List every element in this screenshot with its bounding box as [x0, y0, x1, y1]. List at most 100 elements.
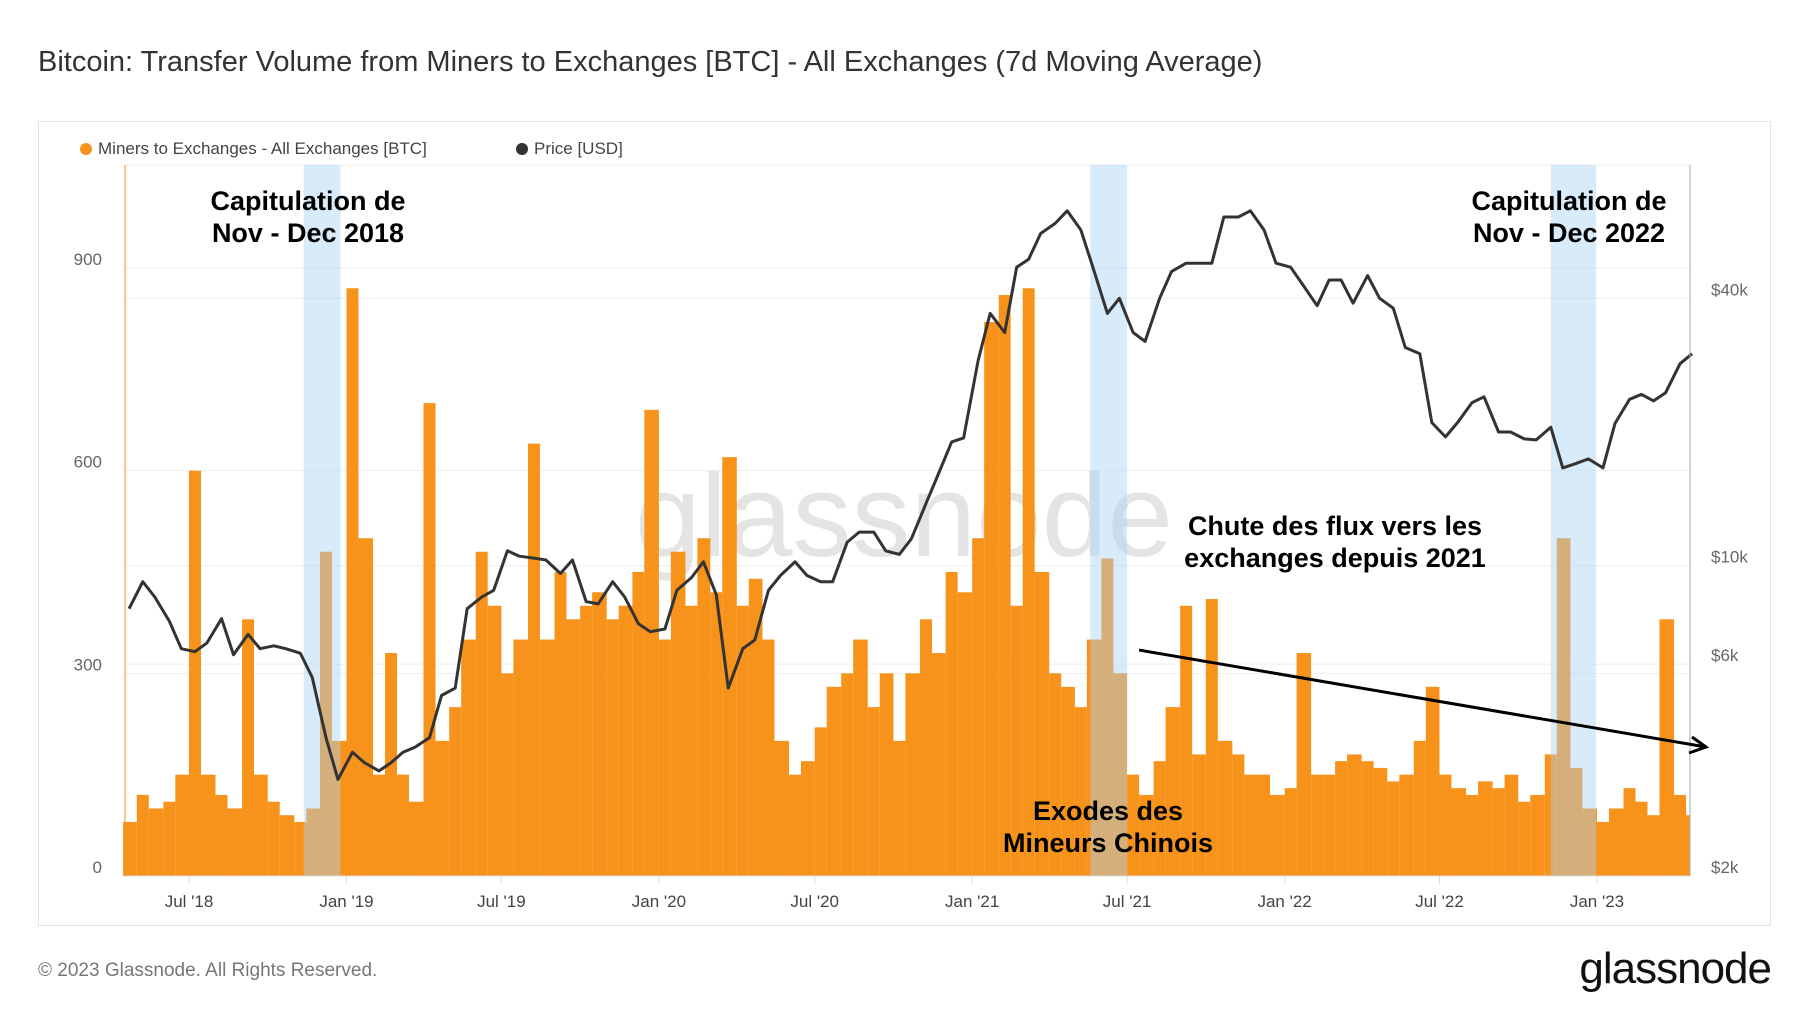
flow-bar [931, 653, 946, 876]
flow-bar [1086, 639, 1102, 876]
flow-bar [200, 774, 216, 876]
flow-bar [1244, 774, 1259, 876]
flow-bar [267, 801, 280, 876]
annotation-line: Nov - Dec 2022 [1472, 218, 1666, 248]
flow-bar [762, 639, 775, 876]
flow-bar [487, 605, 502, 876]
flow-bar [998, 295, 1011, 876]
flow-bar [685, 605, 698, 876]
flow-bar [1361, 761, 1374, 876]
flow-bar [789, 774, 801, 876]
y-left-tick-label: 300 [74, 655, 102, 674]
flow-bar [1582, 808, 1597, 876]
flow-bar [346, 288, 359, 876]
flow-bar [893, 740, 906, 876]
flow-bar [254, 774, 268, 876]
annotation-line: Exodes des [1032, 796, 1184, 826]
flow-bar [527, 443, 540, 876]
flow-bar [501, 673, 514, 876]
flow-bar [1034, 572, 1050, 876]
trend-arrow [1138, 648, 1707, 749]
flow-bar [1635, 801, 1648, 876]
flow-bar [513, 639, 528, 876]
flow-bar [1074, 707, 1087, 876]
flow-bar [984, 322, 999, 876]
legend-label-flow: Miners to Exchanges - All Exchanges [BTC… [98, 139, 427, 158]
flow-bar [1010, 605, 1023, 876]
flow-bar [566, 619, 581, 876]
flow-bar [148, 808, 164, 876]
flow-bar [592, 592, 607, 876]
legend-item-price[interactable]: Price [USD] [516, 139, 623, 159]
highlight-band [1550, 165, 1597, 876]
flow-bar [1049, 673, 1062, 876]
annotation-line: exchanges depuis 2021 [1184, 543, 1486, 573]
flow-bar [385, 653, 397, 876]
flow-bar [1647, 815, 1660, 876]
highlight-band [1090, 165, 1128, 876]
flow-bar [435, 740, 450, 876]
flow-bar [1139, 794, 1154, 876]
legend-item-flow[interactable]: Miners to Exchanges - All Exchanges [BTC… [80, 139, 427, 159]
flow-bar [554, 572, 567, 876]
flow-bar [800, 761, 815, 876]
flow-bar [814, 727, 827, 876]
flow-bar [461, 639, 476, 876]
flow-bar [1192, 754, 1206, 876]
flow-bar [1205, 599, 1218, 876]
glassnode-logo[interactable]: glassnode [1579, 944, 1772, 993]
flow-bar [396, 774, 409, 876]
y-right-tick-label: $6k [1711, 646, 1739, 665]
flow-bar [1544, 754, 1557, 876]
flow-bar [215, 794, 228, 876]
flow-bar [1217, 740, 1233, 876]
flow-bar [853, 639, 868, 876]
flow-bar [227, 808, 243, 876]
chart-frame [38, 121, 1771, 926]
flow-bar [1113, 673, 1128, 876]
x-tick-label: Jul '20 [790, 892, 839, 911]
flow-bar [1127, 774, 1140, 876]
flow-bar [632, 572, 645, 876]
flow-bar [1439, 774, 1452, 876]
flow-bar [867, 707, 880, 876]
x-tick-label: Jul '21 [1103, 892, 1152, 911]
flow-bar [1674, 794, 1687, 876]
annotation-capitulation-2022: Capitulation de Nov - Dec 2022 [1472, 185, 1667, 249]
x-tick-label: Jul '19 [477, 892, 526, 911]
flow-bar [1530, 794, 1545, 876]
flow-bar [294, 821, 307, 876]
flow-bar [1608, 808, 1624, 876]
y-right-tick-label: $2k [1711, 858, 1739, 877]
flow-bar [1413, 740, 1426, 876]
flow-bar [1335, 761, 1348, 876]
flow-bar [945, 572, 958, 876]
legend-label-price: Price [USD] [534, 139, 623, 158]
y-left-tick-label: 0 [93, 858, 102, 877]
flow-bar [736, 605, 749, 876]
flow-bar [1323, 774, 1336, 876]
flow-bar [697, 538, 711, 876]
flow-bar [123, 821, 137, 876]
chart-title: Bitcoin: Transfer Volume from Miners to … [38, 46, 1263, 78]
legend-dot-flow-icon [80, 143, 92, 155]
flow-bar [1022, 288, 1035, 876]
flow-bar [1399, 774, 1414, 876]
flow-bar [841, 673, 854, 876]
annotation-exode-mineurs: Exodes des Mineurs Chinois [1003, 795, 1213, 859]
flow-bar [1425, 686, 1440, 876]
flow-bar [826, 686, 842, 876]
flow-bar [618, 605, 633, 876]
copyright: © 2023 Glassnode. All Rights Reserved. [38, 960, 378, 981]
legend-dot-price-icon [516, 143, 528, 155]
flow-bar [722, 457, 737, 876]
y-right-tick-label: $10k [1711, 548, 1748, 567]
y-right-tick-label: $40k [1711, 280, 1748, 299]
flow-bar [658, 639, 671, 876]
flow-bar [1387, 781, 1400, 876]
flow-bar [1556, 538, 1571, 876]
flow-bar [1101, 558, 1114, 876]
flow-bar [1347, 754, 1362, 876]
flow-bar [189, 470, 201, 876]
